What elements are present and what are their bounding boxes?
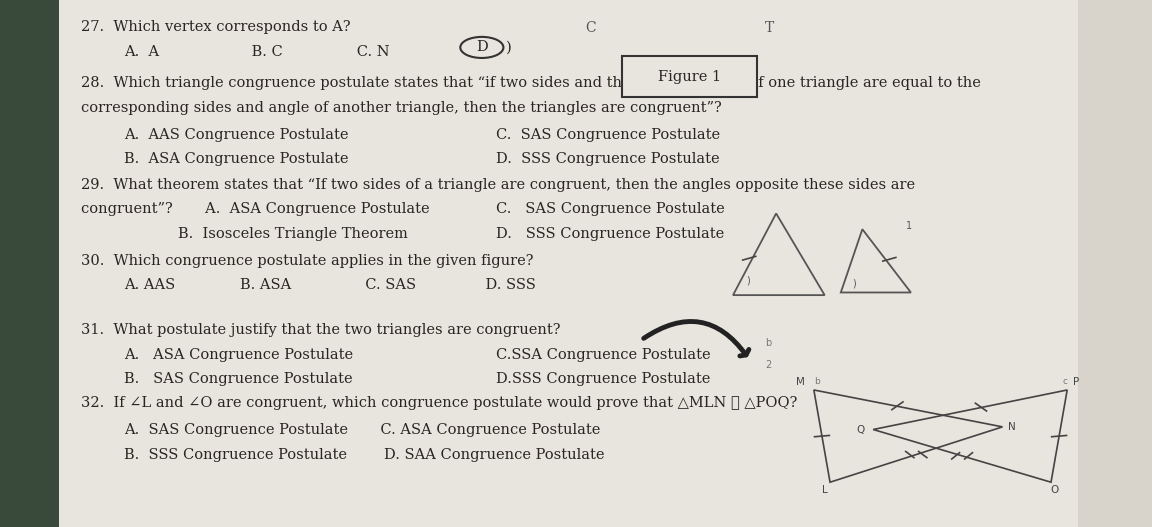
Text: Figure 1: Figure 1 bbox=[658, 70, 721, 84]
Text: N: N bbox=[1008, 422, 1016, 432]
Text: ): ) bbox=[851, 278, 856, 288]
Text: b: b bbox=[765, 338, 772, 347]
Text: Q: Q bbox=[856, 425, 864, 434]
Text: P: P bbox=[1073, 377, 1078, 387]
Text: 2: 2 bbox=[765, 360, 772, 369]
Text: B.  SSS Congruence Postulate        D. SAA Congruence Postulate: B. SSS Congruence Postulate D. SAA Congr… bbox=[124, 448, 605, 462]
Text: B.  ASA Congruence Postulate: B. ASA Congruence Postulate bbox=[124, 152, 348, 166]
Text: ): ) bbox=[506, 41, 511, 54]
Text: 28.  Which triangle congruence postulate states that “if two sides and the inclu: 28. Which triangle congruence postulate … bbox=[81, 76, 980, 91]
Text: 29.  What theorem states that “If two sides of a triangle are congruent, then th: 29. What theorem states that “If two sid… bbox=[81, 178, 915, 192]
Text: 1: 1 bbox=[905, 221, 911, 230]
Text: B.   SAS Congruence Postulate: B. SAS Congruence Postulate bbox=[124, 372, 353, 386]
Text: C: C bbox=[585, 21, 596, 35]
Text: B.  Isosceles Triangle Theorem: B. Isosceles Triangle Theorem bbox=[177, 227, 408, 241]
Text: 32.  If ∠L and ∠O are congruent, which congruence postulate would prove that △ML: 32. If ∠L and ∠O are congruent, which co… bbox=[81, 396, 797, 411]
Text: T: T bbox=[765, 21, 774, 35]
Text: C.SSA Congruence Postulate: C.SSA Congruence Postulate bbox=[495, 348, 711, 362]
Text: 27.  Which vertex corresponds to A?: 27. Which vertex corresponds to A? bbox=[81, 20, 350, 34]
Text: c: c bbox=[1062, 377, 1067, 386]
Text: D: D bbox=[476, 41, 487, 54]
Text: ): ) bbox=[746, 276, 750, 286]
Text: M: M bbox=[796, 377, 805, 387]
Text: congruent”?       A.  ASA Congruence Postulate: congruent”? A. ASA Congruence Postulate bbox=[81, 202, 430, 217]
Text: A.  A                    B. C                C. N: A. A B. C C. N bbox=[124, 45, 389, 59]
Text: C.  SAS Congruence Postulate: C. SAS Congruence Postulate bbox=[495, 128, 720, 142]
Text: C.   SAS Congruence Postulate: C. SAS Congruence Postulate bbox=[495, 202, 725, 217]
FancyBboxPatch shape bbox=[622, 56, 757, 97]
Text: b: b bbox=[813, 377, 819, 386]
Text: 30.  Which congruence postulate applies in the given figure?: 30. Which congruence postulate applies i… bbox=[81, 254, 533, 268]
Text: 31.  What postulate justify that the two triangles are congruent?: 31. What postulate justify that the two … bbox=[81, 323, 560, 337]
Text: D.SSS Congruence Postulate: D.SSS Congruence Postulate bbox=[495, 372, 711, 386]
Text: D.  SSS Congruence Postulate: D. SSS Congruence Postulate bbox=[495, 152, 720, 166]
Bar bbox=[0, 0, 59, 527]
Text: D.   SSS Congruence Postulate: D. SSS Congruence Postulate bbox=[495, 227, 725, 241]
Text: A.  SAS Congruence Postulate       C. ASA Congruence Postulate: A. SAS Congruence Postulate C. ASA Congr… bbox=[124, 423, 600, 437]
Text: L: L bbox=[821, 485, 827, 495]
Text: O: O bbox=[1051, 485, 1059, 495]
Text: corresponding sides and angle of another triangle, then the triangles are congru: corresponding sides and angle of another… bbox=[81, 101, 721, 115]
Text: A.  AAS Congruence Postulate: A. AAS Congruence Postulate bbox=[124, 128, 348, 142]
Text: A.   ASA Congruence Postulate: A. ASA Congruence Postulate bbox=[124, 348, 354, 362]
Text: A. AAS              B. ASA                C. SAS               D. SSS: A. AAS B. ASA C. SAS D. SSS bbox=[124, 278, 536, 292]
